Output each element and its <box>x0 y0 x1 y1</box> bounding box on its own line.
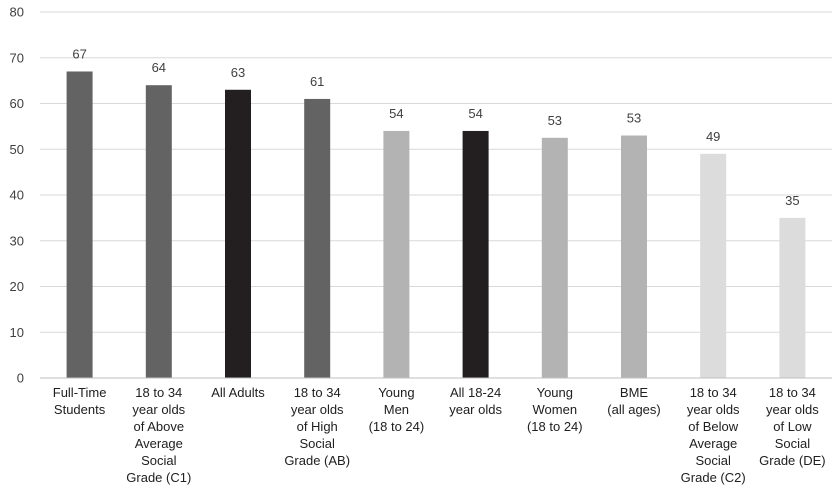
x-tick-label: year olds <box>449 402 502 417</box>
x-tick-label: of Low <box>773 419 812 434</box>
x-tick-label: 18 to 34 <box>135 385 182 400</box>
data-label: 35 <box>785 193 799 208</box>
x-tick-label: (all ages) <box>607 402 660 417</box>
x-tick-label: Young <box>378 385 414 400</box>
x-tick-label: Grade (AB) <box>284 453 350 468</box>
data-label: 54 <box>468 106 482 121</box>
data-label: 49 <box>706 129 720 144</box>
y-tick-label: 70 <box>10 50 24 65</box>
bar <box>462 130 489 378</box>
bar <box>66 71 93 378</box>
bar <box>700 153 727 378</box>
data-label: 53 <box>627 111 641 126</box>
bar <box>541 137 568 378</box>
x-tick-label: Social <box>141 453 177 468</box>
y-tick-label: 0 <box>17 371 24 386</box>
data-labels: 67 64 63 61 54 54 53 53 49 35 <box>72 46 799 207</box>
bar <box>225 89 251 379</box>
x-tick-label: Men <box>384 402 409 417</box>
y-tick-label: 20 <box>10 279 24 294</box>
x-tick-label: 18 to 34 <box>769 385 816 400</box>
x-tick-label: Grade (DE) <box>759 453 825 468</box>
y-tick-label: 10 <box>10 325 24 340</box>
x-tick-label: (18 to 24) <box>527 419 583 434</box>
x-tick-label: year olds <box>766 402 819 417</box>
x-tick-label: of High <box>297 419 338 434</box>
y-tick-label: 40 <box>10 188 24 203</box>
data-label: 63 <box>231 65 245 80</box>
y-tick-label: 50 <box>10 142 24 157</box>
x-tick-label: Average <box>135 436 183 451</box>
bar <box>779 217 806 378</box>
y-tick-label: 30 <box>10 233 24 248</box>
x-tick-label: Women <box>533 402 578 417</box>
x-tick-label: Grade (C1) <box>126 470 191 485</box>
x-tick-label: Social <box>695 453 731 468</box>
x-tick-label: Social <box>299 436 335 451</box>
x-tick-label: 18 to 34 <box>294 385 341 400</box>
data-label: 61 <box>310 74 324 89</box>
x-tick-label: year olds <box>291 402 344 417</box>
x-tick-label: Young <box>537 385 573 400</box>
x-tick-label: Social <box>775 436 811 451</box>
data-label: 64 <box>152 60 166 75</box>
x-tick-label: 18 to 34 <box>690 385 737 400</box>
gridlines <box>40 11 832 333</box>
bar <box>621 135 647 378</box>
category-labels: Full-Time Students 18 to 34 year olds of Abo… <box>53 385 826 485</box>
x-tick-label: Students <box>54 402 106 417</box>
x-tick-label: year olds <box>687 402 740 417</box>
x-tick-label: (18 to 24) <box>369 419 425 434</box>
x-tick-label: All Adults <box>211 385 265 400</box>
x-tick-label: of Above <box>133 419 184 434</box>
data-label: 67 <box>72 46 86 61</box>
y-axis-ticks: 0 10 20 30 40 50 60 70 80 <box>10 5 24 386</box>
data-label: 53 <box>548 113 562 128</box>
x-tick-label: All 18-24 <box>450 385 501 400</box>
x-tick-label: Grade (C2) <box>681 470 746 485</box>
x-tick-label: Full-Time <box>53 385 107 400</box>
x-tick-label: of Below <box>688 419 738 434</box>
x-tick-label: year olds <box>132 402 185 417</box>
y-tick-label: 80 <box>10 5 24 20</box>
y-tick-label: 60 <box>10 96 24 111</box>
x-tick-label: Average <box>689 436 737 451</box>
bars <box>66 71 806 379</box>
bar <box>145 85 172 378</box>
bar <box>304 98 331 379</box>
data-label: 54 <box>389 106 403 121</box>
bar <box>383 130 410 378</box>
x-tick-label: BME <box>620 385 649 400</box>
